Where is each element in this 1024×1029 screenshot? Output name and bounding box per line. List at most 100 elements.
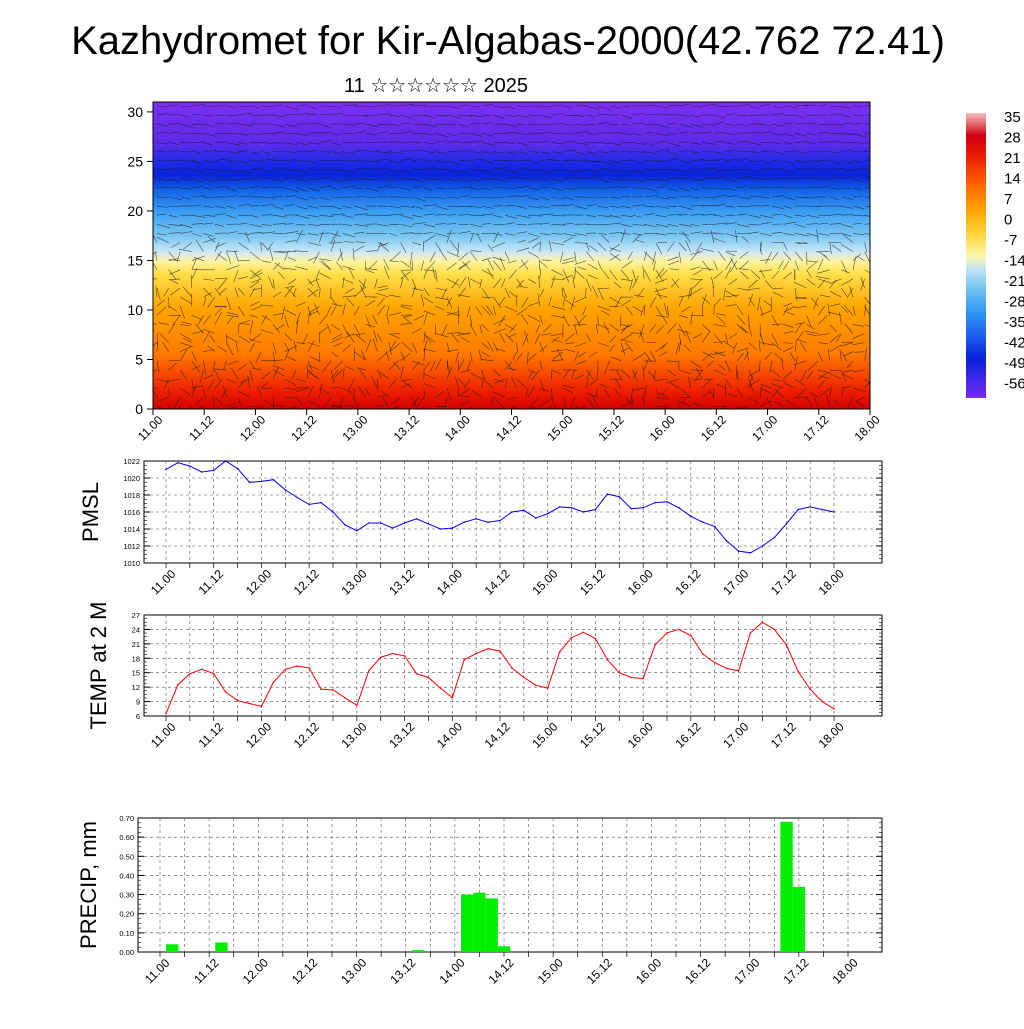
chart-title: Kazhydromet for Kir-Algabas-2000(42.762 … <box>71 19 945 63</box>
temp-data-point <box>821 701 823 703</box>
temp-data-point <box>177 684 179 686</box>
precip-x-tick-label: 11.00 <box>142 956 173 987</box>
heatmap-field <box>153 102 870 409</box>
temp-x-tick-label: 16.00 <box>625 719 656 750</box>
colorbar-label: 35 <box>1004 109 1021 126</box>
pmsl-y-tick-label: 1020 <box>123 474 140 483</box>
pmsl-data-point <box>786 523 788 525</box>
heatmap-x-tick-label: 12.00 <box>237 412 268 443</box>
temp-data-point <box>440 687 442 689</box>
pmsl-data-point <box>189 465 191 467</box>
temp-data-point <box>428 677 430 679</box>
heatmap-x-tick-label: 17.12 <box>800 412 831 443</box>
precip-bar <box>498 946 510 952</box>
precip-frame <box>138 818 882 952</box>
precip-y-tick-label: 0.30 <box>119 891 134 900</box>
pmsl-x-tick-label: 11.12 <box>196 567 227 598</box>
pmsl-data-point <box>607 493 609 495</box>
temp-data-point <box>833 708 835 710</box>
pmsl-data-point <box>392 527 394 529</box>
pmsl-data-point <box>368 522 370 524</box>
temp-data-point <box>225 691 227 693</box>
colorbar-label: 28 <box>1004 130 1021 147</box>
pmsl-data-point <box>595 509 597 511</box>
pmsl-data-point <box>630 508 632 510</box>
heatmap-y-tick-label: 5 <box>135 351 143 367</box>
pmsl-x-tick-label: 17.00 <box>720 566 751 597</box>
temp-y-label: TEMP at 2 M <box>86 602 111 730</box>
precip-y-tick-label: 0.50 <box>119 852 134 861</box>
pmsl-data-point <box>416 518 418 520</box>
pmsl-data-point <box>511 511 513 513</box>
pmsl-data-point <box>738 550 740 552</box>
pmsl-data-point <box>654 502 656 504</box>
temp-x-tick-label: 14.00 <box>434 719 465 750</box>
heatmap-x-tick-label: 11.12 <box>186 413 217 444</box>
temp-data-point <box>416 673 418 675</box>
temp-data-point <box>320 688 322 690</box>
temp-data-point <box>774 629 776 631</box>
pmsl-data-point <box>678 507 680 509</box>
temp-data-point <box>702 653 704 655</box>
pmsl-data-point <box>213 470 215 472</box>
temp-data-point <box>523 677 525 679</box>
temp-data-point <box>654 644 656 646</box>
pmsl-x-tick-label: 13.00 <box>338 566 369 597</box>
pmsl-data-point <box>165 469 167 471</box>
temp-data-point <box>499 650 501 652</box>
pmsl-y-tick-label: 1014 <box>123 525 140 534</box>
temp-frame <box>144 615 882 716</box>
temp-data-point <box>165 713 167 715</box>
temp-y-tick-label: 21 <box>132 640 140 649</box>
precip-y-tick-label: 0.70 <box>119 814 134 823</box>
temp-y-tick-label: 18 <box>132 654 140 663</box>
precip-x-tick-label: 11.12 <box>191 956 222 987</box>
precip-bar <box>166 944 178 952</box>
temp-y-tick-label: 15 <box>132 669 140 678</box>
temp-data-point <box>678 629 680 631</box>
precip-x-tick-label: 17.00 <box>731 955 762 986</box>
pmsl-data-point <box>726 540 728 542</box>
temp-x-tick-label: 12.00 <box>243 719 274 750</box>
pmsl-data-point <box>332 511 334 513</box>
precip-x-tick-label: 18.00 <box>830 955 861 986</box>
heatmap-y-tick-label: 10 <box>127 302 143 318</box>
heatmap-x-tick-label: 15.00 <box>544 412 575 443</box>
pmsl-data-point <box>261 481 263 483</box>
temp-data-point <box>619 672 621 674</box>
temp-data-point <box>666 632 668 634</box>
precip-bar <box>793 887 805 952</box>
pmsl-data-point <box>809 506 811 508</box>
colorbar-label: -49 <box>1004 355 1024 372</box>
colorbar-label: 21 <box>1004 150 1021 167</box>
temp-data-point <box>726 668 728 670</box>
heatmap-y-tick-label: 20 <box>127 203 143 219</box>
pmsl-data-point <box>714 526 716 528</box>
temp-data-point <box>237 700 239 702</box>
pmsl-data-point <box>774 537 776 539</box>
pmsl-y-tick-label: 1018 <box>123 491 140 500</box>
heatmap-x-tick-label: 14.12 <box>493 412 524 443</box>
pmsl-data-point <box>499 520 501 522</box>
heatmap-x-tick-label: 14.00 <box>442 412 473 443</box>
temp-y-tick-label: 12 <box>132 683 140 692</box>
pmsl-x-tick-label: 17.12 <box>768 566 799 597</box>
pmsl-data-point <box>440 528 442 530</box>
precip-x-tick-label: 12.00 <box>240 955 271 986</box>
colorbar-label: -28 <box>1004 294 1024 311</box>
temp-x-tick-label: 18.00 <box>816 719 847 750</box>
pmsl-data-point <box>344 524 346 526</box>
precip-x-tick-label: 13.00 <box>338 955 369 986</box>
temp-data-point <box>285 669 287 671</box>
temp-data-point <box>714 662 716 664</box>
temp-data-point <box>797 671 799 673</box>
pmsl-data-point <box>559 506 561 508</box>
temp-y-tick-label: 27 <box>132 611 140 620</box>
pmsl-x-tick-label: 13.12 <box>386 566 417 597</box>
precip-bar <box>780 822 792 952</box>
colorbar-label: 7 <box>1004 191 1012 208</box>
precip-y-tick-label: 0.40 <box>119 871 134 880</box>
temp-data-point <box>249 703 251 705</box>
